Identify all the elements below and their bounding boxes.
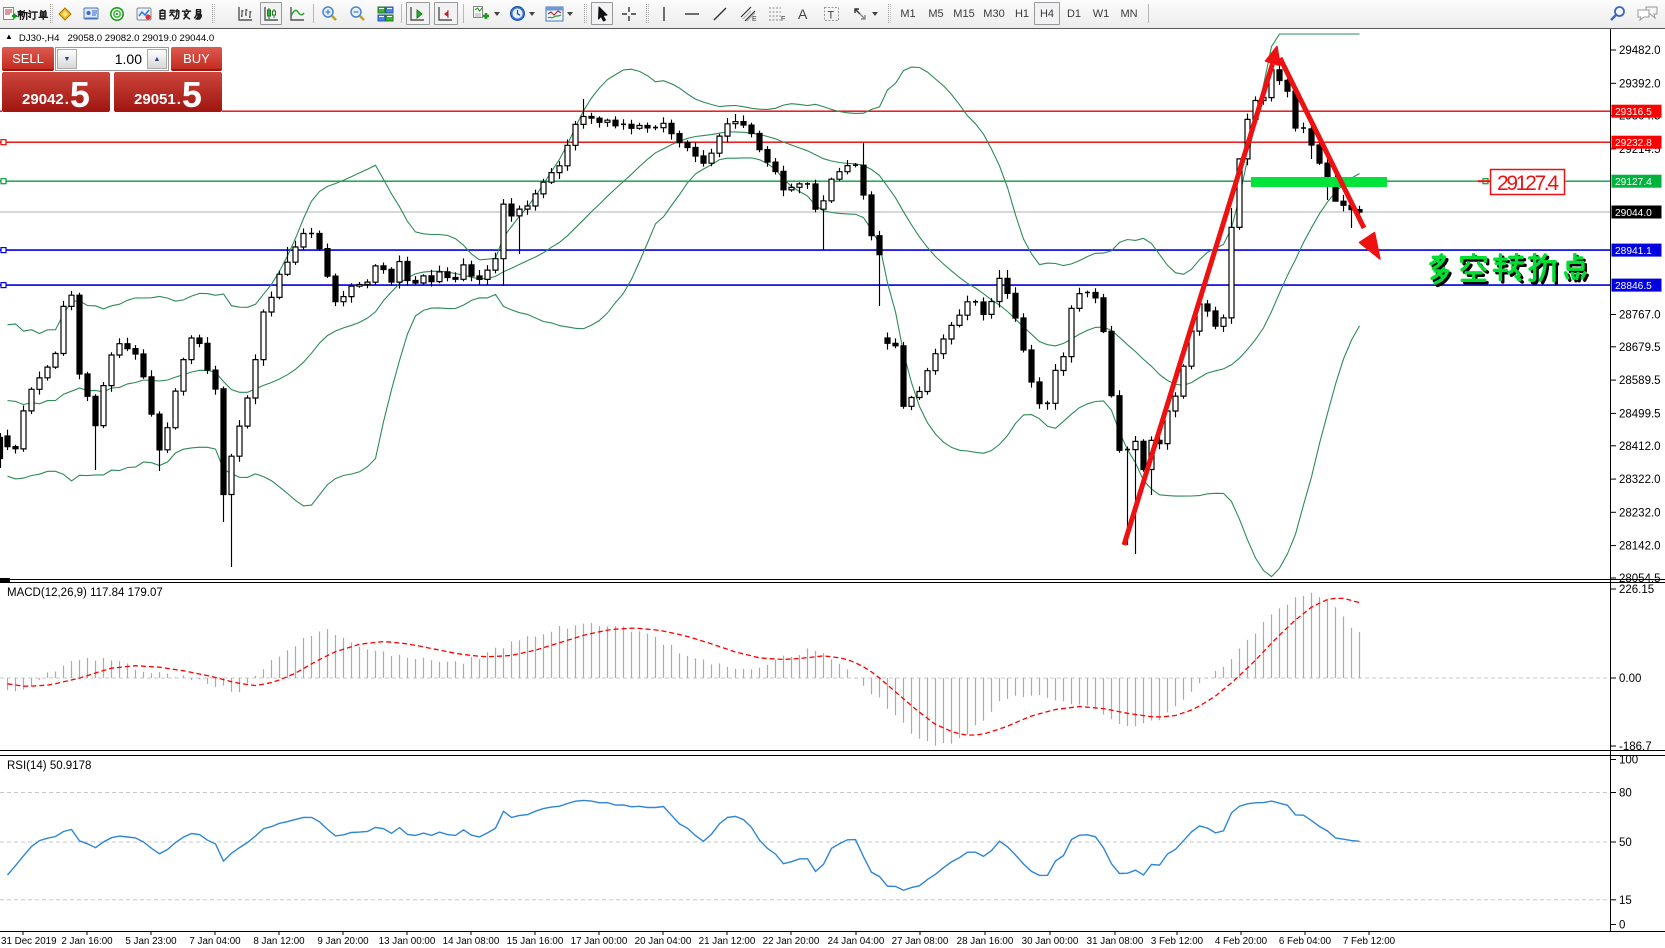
- svg-text:28941.1: 28941.1: [1615, 246, 1652, 257]
- svg-text:28232.0: 28232.0: [1619, 507, 1661, 519]
- svg-text:7 Feb 12:00: 7 Feb 12:00: [1343, 936, 1396, 947]
- svg-text:17 Jan 00:00: 17 Jan 00:00: [571, 936, 628, 947]
- svg-text:5 Jan 23:00: 5 Jan 23:00: [125, 936, 177, 947]
- svg-text:29044.0: 29044.0: [1615, 208, 1652, 219]
- svg-text:29127.4: 29127.4: [1615, 177, 1652, 188]
- svg-text:21 Jan 12:00: 21 Jan 12:00: [699, 936, 756, 947]
- svg-text:T: T: [827, 9, 834, 21]
- svg-text:E: E: [752, 16, 757, 22]
- svg-text:29316.5: 29316.5: [1615, 107, 1652, 118]
- svg-text:29482.0: 29482.0: [1619, 45, 1661, 57]
- svg-text:0: 0: [1619, 920, 1625, 932]
- svg-text:28142.0: 28142.0: [1619, 541, 1661, 553]
- svg-text:9 Jan 20:00: 9 Jan 20:00: [317, 936, 369, 947]
- svg-text:100: 100: [1619, 755, 1638, 767]
- svg-text:0.00: 0.00: [1619, 673, 1641, 685]
- svg-text:7 Jan 04:00: 7 Jan 04:00: [189, 936, 241, 947]
- svg-text:28767.0: 28767.0: [1619, 310, 1661, 322]
- svg-text:80: 80: [1619, 788, 1632, 800]
- svg-text:28846.5: 28846.5: [1615, 281, 1652, 292]
- svg-text:28322.0: 28322.0: [1619, 474, 1661, 486]
- svg-text:14 Jan 08:00: 14 Jan 08:00: [443, 936, 500, 947]
- svg-text:22 Jan 20:00: 22 Jan 20:00: [763, 936, 820, 947]
- svg-text:28589.5: 28589.5: [1619, 375, 1661, 387]
- svg-text:3 Feb 12:00: 3 Feb 12:00: [1151, 936, 1204, 947]
- svg-text:27 Jan 08:00: 27 Jan 08:00: [892, 936, 949, 947]
- svg-text:30 Jan 00:00: 30 Jan 00:00: [1022, 936, 1079, 947]
- svg-text:24 Jan 04:00: 24 Jan 04:00: [828, 936, 885, 947]
- svg-text:29127.4: 29127.4: [1497, 172, 1559, 195]
- svg-text:29392.0: 29392.0: [1619, 78, 1661, 90]
- svg-text:2 Jan 16:00: 2 Jan 16:00: [61, 936, 113, 947]
- svg-text:F: F: [781, 16, 785, 22]
- svg-text:28679.5: 28679.5: [1619, 342, 1661, 354]
- svg-text:28499.5: 28499.5: [1619, 408, 1661, 420]
- svg-text:4 Feb 20:00: 4 Feb 20:00: [1215, 936, 1268, 947]
- svg-text:31 Jan 08:00: 31 Jan 08:00: [1087, 936, 1144, 947]
- svg-text:28 Jan 16:00: 28 Jan 16:00: [957, 936, 1014, 947]
- svg-text:-186.7: -186.7: [1619, 741, 1652, 753]
- svg-text:RSI(14) 50.9178: RSI(14) 50.9178: [7, 760, 91, 772]
- svg-text:226.15: 226.15: [1619, 584, 1654, 596]
- svg-text:6 Feb 04:00: 6 Feb 04:00: [1279, 936, 1332, 947]
- svg-text:50: 50: [1619, 837, 1632, 849]
- svg-text:28054.5: 28054.5: [1619, 573, 1661, 585]
- svg-text:20 Jan 04:00: 20 Jan 04:00: [635, 936, 692, 947]
- svg-text:31 Dec 2019: 31 Dec 2019: [1, 936, 57, 947]
- svg-text:15: 15: [1619, 895, 1632, 907]
- svg-text:MACD(12,26,9) 117.84 179.07: MACD(12,26,9) 117.84 179.07: [7, 587, 163, 599]
- svg-text:28412.0: 28412.0: [1619, 441, 1661, 453]
- svg-text:29232.8: 29232.8: [1615, 138, 1652, 149]
- svg-text:8 Jan 12:00: 8 Jan 12:00: [253, 936, 305, 947]
- svg-text:A: A: [798, 6, 808, 22]
- svg-text:15 Jan 16:00: 15 Jan 16:00: [507, 936, 564, 947]
- svg-text:13 Jan 00:00: 13 Jan 00:00: [379, 936, 436, 947]
